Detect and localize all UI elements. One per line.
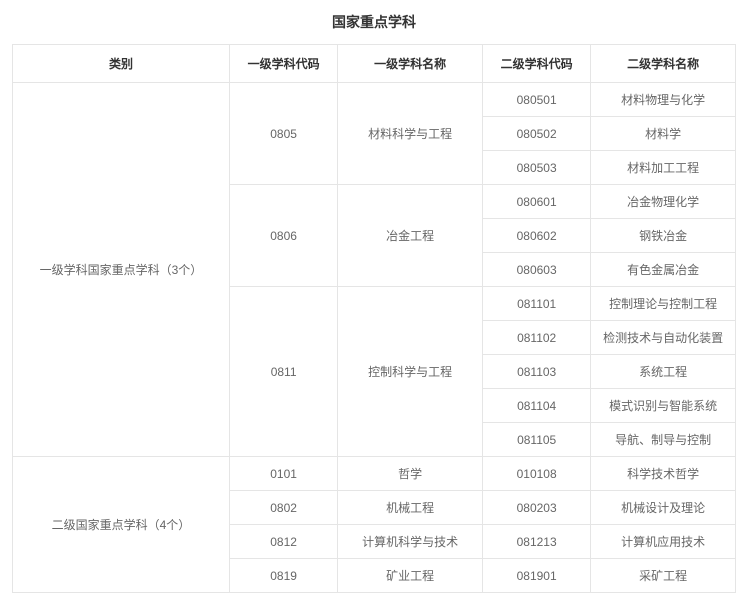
table-row: 一级学科国家重点学科（3个）0805材料科学与工程080501材料物理与化学: [13, 83, 736, 117]
cell-name2: 科学技术哲学: [591, 457, 736, 491]
cell-code2: 080601: [482, 185, 590, 219]
cell-name1: 冶金工程: [338, 185, 483, 287]
table-body: 一级学科国家重点学科（3个）0805材料科学与工程080501材料物理与化学08…: [13, 83, 736, 593]
header-code1: 一级学科代码: [229, 45, 337, 83]
cell-name1: 材料科学与工程: [338, 83, 483, 185]
cell-code2: 081102: [482, 321, 590, 355]
header-category: 类别: [13, 45, 230, 83]
cell-category: 一级学科国家重点学科（3个）: [13, 83, 230, 457]
cell-code2: 080502: [482, 117, 590, 151]
cell-code2: 080203: [482, 491, 590, 525]
cell-name2: 控制理论与控制工程: [591, 287, 736, 321]
cell-code2: 010108: [482, 457, 590, 491]
cell-code1: 0811: [229, 287, 337, 457]
cell-name2: 材料物理与化学: [591, 83, 736, 117]
cell-name2: 模式识别与智能系统: [591, 389, 736, 423]
cell-code2: 081103: [482, 355, 590, 389]
cell-name1: 计算机科学与技术: [338, 525, 483, 559]
table-title: 国家重点学科: [12, 12, 736, 32]
disciplines-table: 类别 一级学科代码 一级学科名称 二级学科代码 二级学科名称 一级学科国家重点学…: [12, 44, 736, 593]
header-row: 类别 一级学科代码 一级学科名称 二级学科代码 二级学科名称: [13, 45, 736, 83]
cell-code1: 0812: [229, 525, 337, 559]
cell-code2: 081105: [482, 423, 590, 457]
cell-name2: 材料加工工程: [591, 151, 736, 185]
cell-name1: 矿业工程: [338, 559, 483, 593]
cell-code1: 0806: [229, 185, 337, 287]
cell-code1: 0819: [229, 559, 337, 593]
cell-name1: 机械工程: [338, 491, 483, 525]
table-container: 国家重点学科 类别 一级学科代码 一级学科名称 二级学科代码 二级学科名称 一级…: [12, 12, 736, 593]
cell-name2: 系统工程: [591, 355, 736, 389]
table-row: 二级国家重点学科（4个）0101哲学010108科学技术哲学: [13, 457, 736, 491]
cell-code2: 080503: [482, 151, 590, 185]
cell-code1: 0101: [229, 457, 337, 491]
cell-name2: 钢铁冶金: [591, 219, 736, 253]
header-name2: 二级学科名称: [591, 45, 736, 83]
cell-name2: 冶金物理化学: [591, 185, 736, 219]
cell-code2: 081104: [482, 389, 590, 423]
cell-name2: 有色金属冶金: [591, 253, 736, 287]
cell-code2: 080602: [482, 219, 590, 253]
cell-name2: 导航、制导与控制: [591, 423, 736, 457]
header-code2: 二级学科代码: [482, 45, 590, 83]
cell-code1: 0802: [229, 491, 337, 525]
cell-code2: 081213: [482, 525, 590, 559]
cell-name2: 材料学: [591, 117, 736, 151]
cell-code2: 081901: [482, 559, 590, 593]
cell-code2: 080603: [482, 253, 590, 287]
cell-name2: 计算机应用技术: [591, 525, 736, 559]
cell-category: 二级国家重点学科（4个）: [13, 457, 230, 593]
cell-name2: 采矿工程: [591, 559, 736, 593]
cell-code1: 0805: [229, 83, 337, 185]
cell-code2: 080501: [482, 83, 590, 117]
header-name1: 一级学科名称: [338, 45, 483, 83]
cell-name1: 控制科学与工程: [338, 287, 483, 457]
cell-name1: 哲学: [338, 457, 483, 491]
cell-name2: 检测技术与自动化装置: [591, 321, 736, 355]
cell-name2: 机械设计及理论: [591, 491, 736, 525]
cell-code2: 081101: [482, 287, 590, 321]
